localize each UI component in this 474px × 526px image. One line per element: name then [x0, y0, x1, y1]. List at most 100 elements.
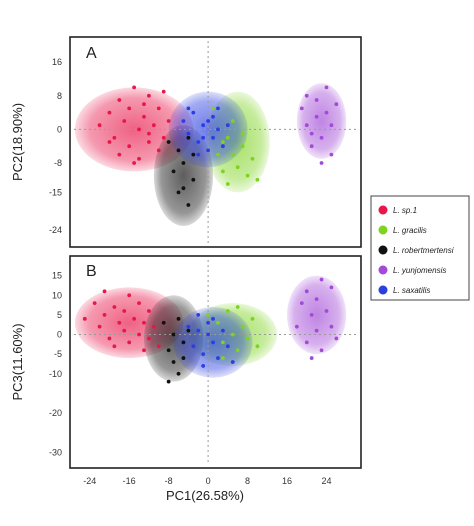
panel-b-point-l-gracilis [216, 320, 220, 325]
panel-a-point-l-sp-1 [97, 123, 102, 128]
panel-a-ellipse-l-saxatilis [168, 91, 248, 168]
panel-a-point-l-saxatilis [186, 106, 191, 111]
panel-a-point-l-sp-1 [117, 98, 122, 102]
x-tick-label: -8 [165, 476, 173, 486]
x-tick-label: 0 [206, 476, 211, 486]
legend-marker [378, 205, 388, 215]
panel-a-point-l-sp-1 [151, 123, 156, 128]
panel-b-point-l-sp-1 [156, 344, 161, 349]
panel-b-point-l-sp-1 [112, 344, 117, 349]
panel-a-point-l-sp-1 [137, 127, 141, 132]
panel-b-point-l-sp-1 [122, 309, 127, 313]
panel-b-point-l-sp-1 [82, 316, 87, 321]
panel-a-point-l-gracilis [235, 165, 240, 170]
panel-a-point-l-saxatilis [206, 119, 211, 123]
panel-a: A 16 8 0 -8 -15 -24 PC2(18.90%) [10, 36, 362, 248]
panel-b-point-l-sp-1 [117, 320, 122, 325]
panel-a-point-l-saxatilis [225, 123, 230, 128]
panel-b-point-l-sp-1 [102, 312, 107, 317]
panel-a-point-l-sp-1 [127, 106, 132, 111]
panel-b-point-l-sp-1 [147, 309, 151, 313]
panel-b-point-l-saxatilis [191, 344, 196, 349]
panel-b-point-l-sp-1 [92, 301, 97, 306]
panel-b-point-l-saxatilis [211, 340, 215, 345]
panel-b-point-l-saxatilis [201, 352, 206, 357]
legend-item-l-yunjomensis: L. yunjomensis [378, 265, 446, 275]
panel-b-y-tick-label: 10 [52, 290, 62, 300]
panel-a-y-tick-label: -15 [49, 187, 62, 197]
panel-b-point-l-yunjomensis [309, 312, 314, 317]
legend-item-l-robertmertensi: L. robertmertensi [378, 245, 454, 255]
legend-item-l-sp-1: L. sp.1 [378, 205, 417, 215]
panel-b-point-l-yunjomensis [334, 336, 339, 341]
panel-b-point-l-sp-1 [127, 293, 132, 298]
panel-b-point-l-sp-1 [137, 332, 141, 337]
panel-a-point-l-robertmertensi [166, 140, 171, 144]
panel-b-letter: B [86, 263, 97, 280]
panel-b-point-l-robertmertensi [186, 328, 191, 333]
panel-a-point-l-sp-1 [117, 152, 122, 157]
legend-frame [370, 195, 470, 301]
panel-a-point-l-robertmertensi [181, 186, 186, 191]
legend-label: L. gracilis [393, 226, 427, 235]
panel-b-point-l-saxatilis [225, 344, 230, 349]
panel-b-point-l-yunjomensis [319, 277, 324, 282]
panel-a-point-l-robertmertensi [176, 190, 181, 195]
panel-a-ellipse-l-yunjomensis [296, 83, 347, 159]
panel-a-point-l-sp-1 [156, 106, 161, 111]
panel-b-y-tick-label: -10 [49, 369, 62, 379]
panel-b-y-tick-label: -20 [49, 408, 62, 418]
panel-a-point-l-gracilis [211, 106, 215, 111]
panel-b-ellipse-l-yunjomensis [287, 275, 347, 355]
panel-a-point-l-saxatilis [191, 110, 196, 115]
panel-a-point-l-gracilis [230, 152, 235, 157]
panel-a-point-l-sp-1 [147, 93, 151, 98]
panel-a-point-l-saxatilis [196, 152, 201, 157]
panel-b-point-l-robertmertensi [181, 340, 186, 345]
x-tick-label: -16 [123, 476, 136, 486]
panel-b-y-tick-label: -5 [54, 349, 62, 359]
panel-a-point-l-yunjomensis [304, 93, 309, 98]
panel-a-point-l-sp-1 [142, 114, 146, 119]
panel-b-point-l-yunjomensis [314, 328, 319, 333]
panel-b-point-l-saxatilis [206, 332, 211, 337]
x-tick-label: 24 [321, 476, 331, 486]
panel-b-point-l-yunjomensis [309, 356, 314, 360]
panel-a-point-l-sp-1 [161, 135, 166, 140]
panel-b-y-ticks: 15 10 5 0 -5 -10 -20 -30 [49, 271, 62, 458]
panel-b-points [82, 277, 339, 384]
panel-b-point-l-sp-1 [122, 328, 127, 333]
panel-b-point-l-sp-1 [97, 324, 102, 329]
panel-a-point-l-yunjomensis [334, 102, 339, 107]
panel-a-y-axis-label: PC2(18.90%) [10, 103, 25, 181]
panel-a-y-tick-label: 8 [57, 91, 62, 101]
legend: L. sp.1 L. gracilis L. robertmertensi L. yu… [370, 195, 470, 301]
panel-b-point-l-sp-1 [142, 348, 146, 353]
panel-a-y-ticks: 16 8 0 -8 -15 -24 [49, 57, 62, 235]
panel-a-point-l-saxatilis [181, 119, 186, 123]
panel-b-point-l-saxatilis [220, 328, 225, 333]
panel-b-point-l-saxatilis [206, 320, 211, 325]
panel-a-y-tick-label: -8 [54, 158, 62, 168]
legend-marker [378, 225, 388, 235]
panel-a-point-l-gracilis [220, 140, 225, 144]
panel-b-y-tick-label: 15 [52, 271, 62, 281]
panel-a-y-tick-label: -24 [49, 225, 62, 235]
panel-b-point-l-sp-1 [127, 340, 132, 345]
panel-b-point-l-sp-1 [112, 305, 117, 309]
panel-a-points [97, 85, 339, 207]
panel-a-point-l-yunjomensis [309, 144, 314, 149]
panel-a-point-l-sp-1 [137, 156, 141, 161]
panel-b-point-l-gracilis [235, 348, 240, 353]
panel-a-point-l-gracilis [225, 182, 230, 186]
panel-a-point-l-gracilis [240, 144, 245, 149]
panel-a-point-l-yunjomensis [324, 85, 329, 90]
panel-a-point-l-sp-1 [132, 85, 137, 90]
legend-item-l-gracilis: L. gracilis [378, 225, 427, 235]
panel-b-point-l-yunjomensis [329, 285, 334, 290]
legend-marker [378, 285, 388, 295]
panel-a-point-l-saxatilis [216, 106, 220, 111]
panel-b-y-tick-label: 5 [57, 310, 62, 320]
panel-a-point-l-gracilis [220, 169, 225, 174]
panel-a-point-l-gracilis [240, 131, 245, 136]
